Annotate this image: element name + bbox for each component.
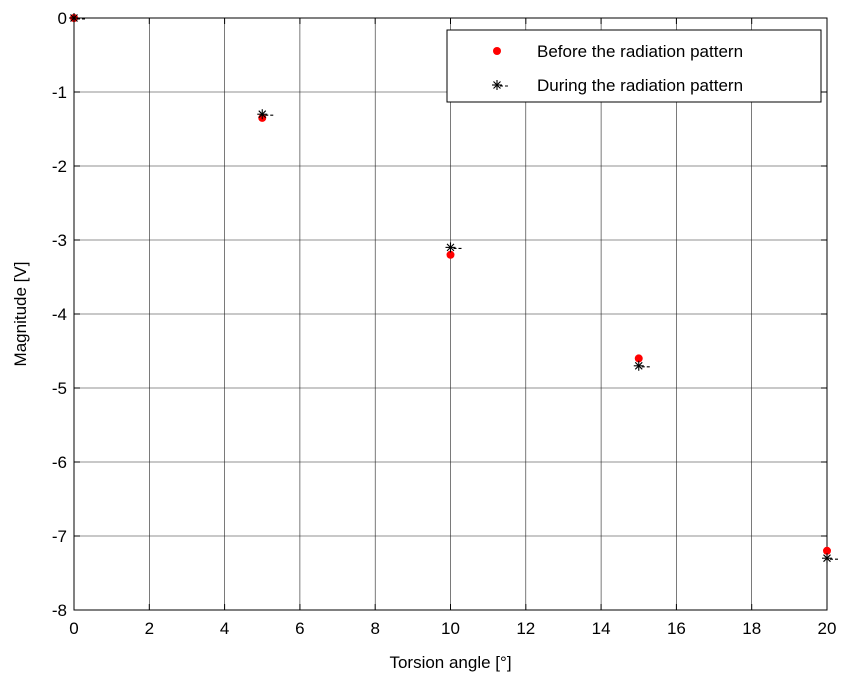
x-axis-tick-labels: 0 2 4 6 8 10 12 14 16 18 20 bbox=[69, 619, 836, 638]
y-tick-label: -7 bbox=[52, 527, 67, 546]
y-tick-label: -6 bbox=[52, 453, 67, 472]
x-tick-label: 20 bbox=[818, 619, 837, 638]
data-point-before bbox=[446, 250, 455, 259]
x-tick-label: 6 bbox=[295, 619, 304, 638]
y-tick-label: -2 bbox=[52, 157, 67, 176]
y-tick-label: -8 bbox=[52, 601, 67, 620]
x-tick-label: 8 bbox=[370, 619, 379, 638]
y-tick-label: -1 bbox=[52, 83, 67, 102]
x-tick-label: 18 bbox=[742, 619, 761, 638]
legend-dot-icon bbox=[493, 47, 501, 55]
y-tick-label: -5 bbox=[52, 379, 67, 398]
data-point-before bbox=[634, 354, 643, 363]
legend: Before the radiation pattern During the … bbox=[446, 29, 822, 103]
y-tick-label: -3 bbox=[52, 231, 67, 250]
legend-label-before: Before the radiation pattern bbox=[537, 42, 743, 61]
data-point-during bbox=[633, 360, 650, 371]
x-tick-label: 10 bbox=[441, 619, 460, 638]
legend-star-icon bbox=[492, 80, 508, 90]
legend-marker-during bbox=[492, 80, 508, 90]
x-tick-label: 16 bbox=[667, 619, 686, 638]
data-point-during bbox=[445, 242, 462, 253]
y-axis-label: Magnitude [V] bbox=[11, 262, 30, 367]
legend-marker-before bbox=[493, 47, 501, 55]
x-tick-label: 12 bbox=[516, 619, 535, 638]
x-axis-label: Torsion angle [°] bbox=[389, 653, 511, 672]
y-tick-label: -4 bbox=[52, 305, 67, 324]
axis-ticks bbox=[73, 17, 828, 611]
data-series bbox=[69, 13, 838, 564]
legend-label-during: During the radiation pattern bbox=[537, 76, 743, 95]
data-point-before bbox=[823, 546, 831, 555]
legend-box bbox=[446, 29, 822, 103]
data-point-during bbox=[257, 109, 274, 120]
x-tick-label: 14 bbox=[592, 619, 611, 638]
x-tick-label: 2 bbox=[145, 619, 154, 638]
y-tick-label: 0 bbox=[58, 9, 67, 28]
x-tick-label: 0 bbox=[69, 619, 78, 638]
data-point-during bbox=[69, 13, 85, 23]
series-during bbox=[69, 13, 838, 564]
y-axis-tick-labels: 0 -1 -2 -3 -4 -5 -6 -7 -8 bbox=[52, 9, 67, 620]
data-point-during bbox=[822, 553, 838, 564]
x-tick-label: 4 bbox=[220, 619, 229, 638]
